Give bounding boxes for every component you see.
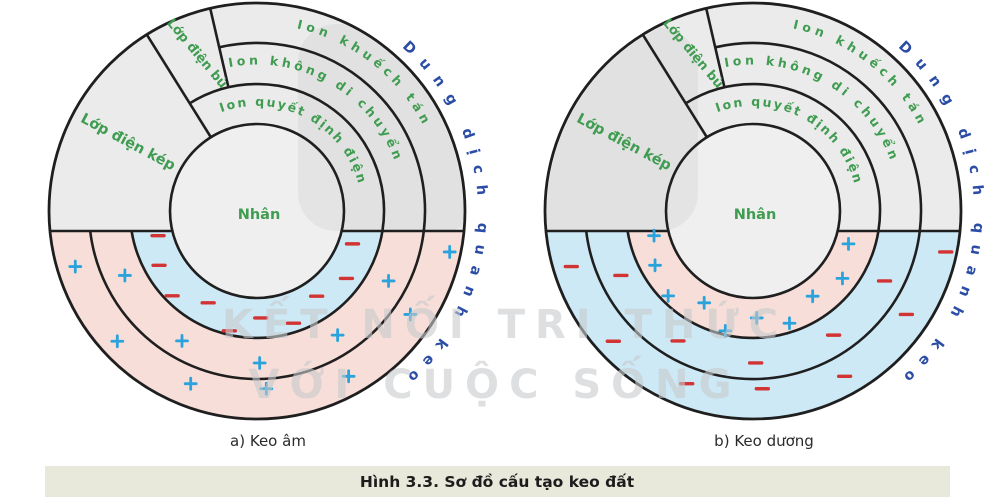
- figure-caption: Hình 3.3. Sơ đồ cấu tạo keo đất: [360, 472, 635, 491]
- outer-circle-outline: [543, 1, 963, 421]
- plus-icon: [259, 381, 274, 396]
- plus-icon: [381, 274, 396, 288]
- caption-positive-colloid: b) Keo dương: [714, 432, 814, 450]
- plus-icon: [749, 311, 764, 325]
- diffuse-charges: [68, 245, 457, 396]
- plus-icon: [805, 289, 820, 304]
- double-layer-sector-line: [641, 33, 708, 138]
- ring1-bottom-arc: [130, 230, 384, 340]
- plus-icon: [841, 236, 856, 251]
- plus-icon: [252, 356, 267, 370]
- caption-negative-colloid: a) Keo âm: [230, 432, 306, 450]
- ring-determining-band: [627, 231, 879, 338]
- diffuse-charges: [563, 250, 954, 391]
- ring-determining-band: [131, 231, 383, 338]
- plus-icon: [442, 245, 457, 259]
- plus-icon: [183, 376, 198, 391]
- plus-icon: [330, 328, 345, 343]
- ring-immobile-band: [586, 231, 920, 380]
- compensating-sector-line: [704, 8, 726, 88]
- plus-icon: [648, 258, 662, 273]
- ring2-bottom-arc: [88, 230, 426, 381]
- outer-circle-outline: [47, 1, 467, 421]
- plus-icon: [175, 334, 189, 348]
- plus-icon: [697, 295, 712, 310]
- ring1-top-arc: [189, 82, 386, 232]
- determining-charges: [647, 228, 856, 338]
- plus-icon: [661, 288, 676, 303]
- colloid-diagram-positive: Nhân Lớp điện kép Lớp điện bù Ion quyết …: [543, 1, 975, 421]
- nucleus-circle: [168, 122, 346, 300]
- colloid-diagram-negative: Nhân Lớp điện kép Lớp điện bù Ion quyết …: [47, 1, 479, 421]
- immobile-charges: [117, 268, 396, 370]
- ring-diffuse-band: [545, 231, 961, 420]
- publisher-watermark-line2: VỚI CUỘC SỐNG: [249, 354, 742, 408]
- plus-icon: [835, 271, 850, 286]
- publisher-watermark-line1: KẾT NỐI TRI THỨC: [222, 294, 788, 348]
- plus-icon: [110, 334, 125, 349]
- plus-icon: [68, 259, 83, 274]
- immobile-charges: [613, 273, 893, 365]
- ring2-top-arc: [714, 41, 923, 232]
- ring1-bottom-arc: [626, 230, 880, 340]
- ring-immobile-band: [90, 231, 424, 380]
- ring1-top-arc: [685, 82, 882, 232]
- plus-icon: [782, 316, 797, 331]
- ring2-bottom-arc: [584, 230, 922, 381]
- plus-icon: [647, 228, 661, 243]
- ring2-top-arc: [218, 41, 427, 232]
- figure-caption-bar: [45, 466, 950, 497]
- plus-icon: [341, 369, 356, 384]
- plus-icon: [718, 323, 733, 338]
- determining-charges: [150, 233, 361, 333]
- nucleus-circle: [664, 122, 842, 300]
- plus-icon: [403, 307, 418, 322]
- double-layer-sector-line: [145, 33, 212, 138]
- plus-icon: [117, 268, 132, 283]
- compensating-sector-line: [208, 8, 230, 88]
- ring-diffuse-band: [49, 231, 465, 420]
- nucleus-label: Nhân: [734, 207, 777, 223]
- nucleus-label: Nhân: [238, 207, 281, 223]
